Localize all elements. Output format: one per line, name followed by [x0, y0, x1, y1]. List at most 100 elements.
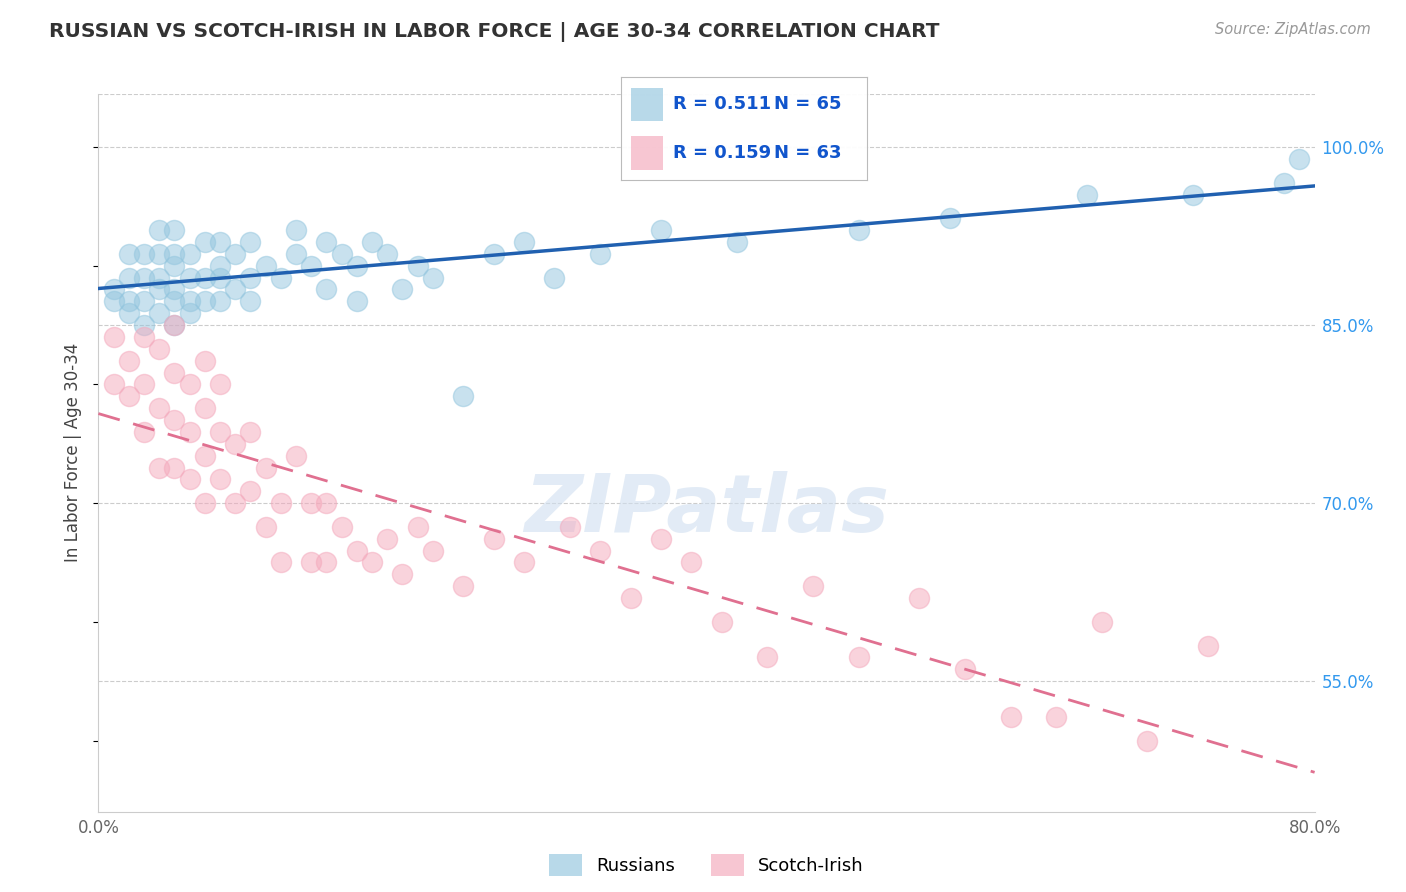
Point	[148, 460, 170, 475]
Point	[239, 235, 262, 249]
Point	[118, 306, 141, 320]
Point	[239, 484, 262, 499]
Text: R = 0.159: R = 0.159	[673, 144, 770, 161]
Point	[163, 318, 186, 332]
Point	[513, 556, 536, 570]
Text: Source: ZipAtlas.com: Source: ZipAtlas.com	[1215, 22, 1371, 37]
Point	[239, 270, 262, 285]
Point	[179, 294, 201, 309]
Point	[270, 556, 292, 570]
Point	[194, 235, 217, 249]
Point	[148, 270, 170, 285]
Point	[132, 425, 155, 439]
Point	[194, 449, 217, 463]
Point	[194, 294, 217, 309]
Point	[391, 567, 413, 582]
Point	[224, 437, 246, 451]
Point	[254, 520, 277, 534]
Point	[209, 235, 232, 249]
Point	[163, 318, 186, 332]
Point	[118, 270, 141, 285]
Point	[1288, 152, 1310, 166]
Point	[209, 294, 232, 309]
Point	[848, 223, 870, 237]
Point	[254, 259, 277, 273]
Point	[148, 306, 170, 320]
Point	[163, 247, 186, 261]
Point	[1091, 615, 1114, 629]
Point	[194, 496, 217, 510]
Point	[103, 330, 125, 344]
Point	[346, 294, 368, 309]
Point	[1000, 710, 1022, 724]
Y-axis label: In Labor Force | Age 30-34: In Labor Force | Age 30-34	[65, 343, 83, 562]
Point	[224, 247, 246, 261]
Point	[330, 520, 353, 534]
Point	[132, 377, 155, 392]
Point	[163, 283, 186, 297]
Point	[163, 223, 186, 237]
Point	[285, 247, 308, 261]
Point	[163, 294, 186, 309]
Point	[163, 259, 186, 273]
Point	[132, 270, 155, 285]
Point	[132, 294, 155, 309]
Point	[270, 496, 292, 510]
Point	[513, 235, 536, 249]
Point	[1182, 187, 1205, 202]
Point	[391, 283, 413, 297]
Point	[209, 377, 232, 392]
Point	[315, 556, 337, 570]
Point	[346, 543, 368, 558]
Point	[1272, 176, 1295, 190]
Point	[179, 377, 201, 392]
Point	[103, 294, 125, 309]
Point	[361, 235, 384, 249]
Point	[118, 389, 141, 403]
Point	[285, 449, 308, 463]
Point	[224, 496, 246, 510]
Point	[1076, 187, 1098, 202]
Point	[194, 270, 217, 285]
Text: ZIPatlas: ZIPatlas	[524, 471, 889, 549]
Point	[209, 270, 232, 285]
Point	[1136, 733, 1159, 747]
Point	[299, 259, 322, 273]
Point	[118, 247, 141, 261]
Point	[132, 247, 155, 261]
Point	[209, 425, 232, 439]
Point	[163, 366, 186, 380]
Point	[118, 353, 141, 368]
Point	[315, 283, 337, 297]
Point	[939, 211, 962, 226]
Point	[346, 259, 368, 273]
Point	[315, 235, 337, 249]
Point	[148, 283, 170, 297]
Point	[650, 532, 672, 546]
Point	[209, 259, 232, 273]
Point	[453, 389, 475, 403]
Point	[299, 556, 322, 570]
Point	[239, 425, 262, 439]
Text: N = 63: N = 63	[773, 144, 841, 161]
Point	[375, 247, 398, 261]
Point	[650, 223, 672, 237]
Point	[103, 283, 125, 297]
Point	[194, 353, 217, 368]
Point	[132, 330, 155, 344]
Point	[725, 235, 748, 249]
Point	[179, 472, 201, 486]
Point	[299, 496, 322, 510]
Point	[179, 425, 201, 439]
Point	[163, 460, 186, 475]
Point	[1045, 710, 1067, 724]
Point	[118, 294, 141, 309]
Point	[422, 270, 444, 285]
Point	[801, 579, 824, 593]
Point	[482, 532, 505, 546]
Point	[132, 318, 155, 332]
Point	[179, 247, 201, 261]
Point	[254, 460, 277, 475]
Point	[163, 413, 186, 427]
Point	[179, 306, 201, 320]
